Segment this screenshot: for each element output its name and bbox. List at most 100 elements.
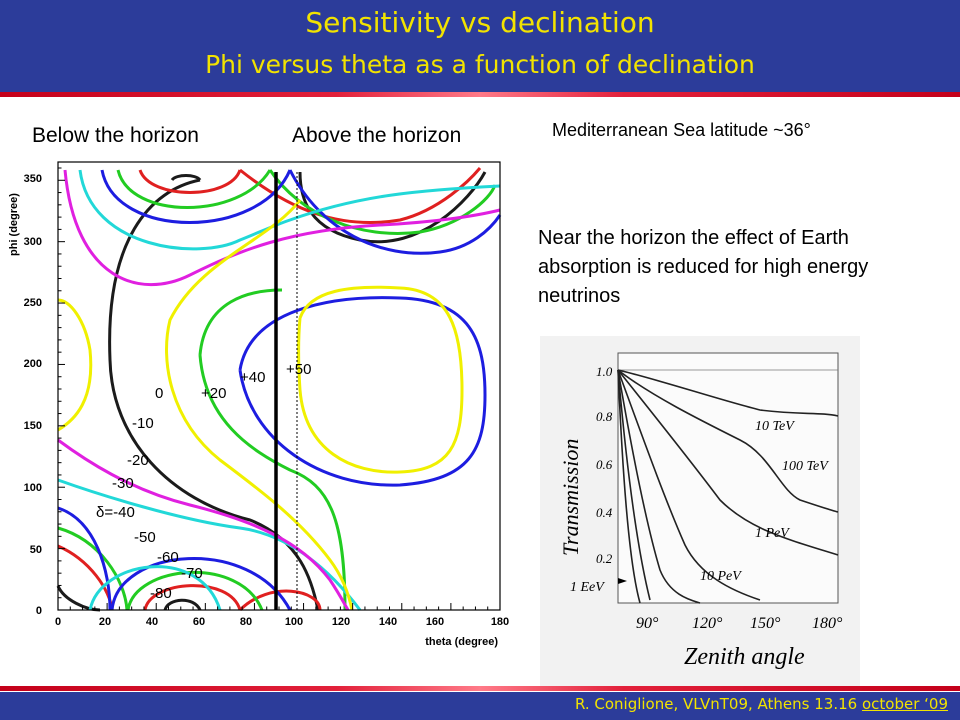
declination-label: -10 (132, 415, 154, 432)
contour-black (108, 178, 320, 611)
below-horizon-label: Below the horizon (32, 124, 199, 147)
y-tick-label: 50 (30, 544, 42, 556)
declination-label: δ=-40 (96, 504, 135, 521)
transmission-curve (617, 369, 641, 604)
curve-label: 10 PeV (700, 569, 742, 584)
declination-label: +40 (240, 369, 265, 386)
contour-red (238, 589, 322, 612)
credit-text: R. Coniglione, VLVnT09, Athens 13.16 (574, 695, 858, 713)
transmission-curve (617, 369, 651, 601)
x-tick-label: 180 (491, 616, 509, 628)
header-divider (0, 92, 960, 97)
note-text: Near the horizon the effect of Earth abs… (538, 227, 869, 307)
footer-divider (0, 686, 960, 691)
x-tick-label: 20 (99, 616, 111, 628)
curve-label: 1 EeV (570, 580, 605, 595)
transmission-x-tick: 90° (636, 615, 659, 632)
transmission-curve (617, 369, 839, 513)
contour-yellow (57, 298, 93, 432)
transmission-y-tick: 0.6 (596, 457, 613, 472)
x-axis-title: theta (degree) (425, 636, 498, 648)
contour-black (170, 174, 202, 182)
x-tick-label: 120 (332, 616, 350, 628)
contour-black (163, 598, 202, 611)
contour-red (138, 169, 242, 194)
contour-red (239, 167, 482, 224)
footer-bar (0, 692, 960, 720)
curve-label: 10 TeV (755, 419, 795, 434)
contour-cyan (57, 478, 362, 611)
transmission-y-tick: 0.2 (596, 551, 613, 566)
x-tick-label: 140 (379, 616, 397, 628)
transmission-y-tick: 0.8 (596, 409, 613, 424)
contour-magenta (57, 438, 350, 611)
header-bar (0, 0, 960, 92)
slide-subtitle: Phi versus theta as a function of declin… (205, 50, 755, 79)
contour-blue (100, 169, 292, 224)
contour-yellow (297, 285, 464, 474)
y-tick-label: 350 (24, 173, 42, 185)
declination-label: -20 (127, 452, 149, 469)
contour-green (57, 526, 129, 611)
contour-blue (288, 169, 502, 255)
transmission-curve (617, 369, 761, 601)
contour-red (143, 584, 242, 611)
contour-cyan (88, 565, 222, 611)
contour-green (198, 354, 347, 611)
y-axis-title: phi (degree) (8, 193, 20, 256)
curve-label: 100 TeV (782, 459, 829, 474)
contour-blue (57, 506, 112, 611)
declination-label: 0 (155, 385, 163, 402)
y-tick-label: 250 (24, 297, 42, 309)
y-tick-label: 150 (24, 420, 42, 432)
transmission-y-title: Transmission (558, 439, 583, 556)
transmission-x-tick: 150° (750, 615, 781, 632)
transmission-y-tick: 0.4 (596, 505, 613, 520)
transmission-curve (617, 369, 839, 556)
contour-cyan (78, 169, 501, 251)
transmission-y-tick: 1.0 (596, 364, 613, 379)
y-tick-label: 300 (24, 236, 42, 248)
above-horizon-label: Above the horizon (292, 124, 462, 147)
transmission-x-tick: 180° (812, 615, 843, 632)
x-tick-label: 0 (55, 616, 61, 628)
transmission-curve (617, 369, 839, 417)
declination-label: -70 (181, 565, 203, 582)
contour-yellow (165, 199, 354, 611)
x-tick-label: 80 (240, 616, 252, 628)
curve-label: 1 PeV (755, 526, 790, 541)
contour-blue (110, 557, 292, 611)
transmission-plot: 1.0 0.8 0.6 0.4 0.2 Transmission 10 TeV … (540, 336, 860, 688)
footer-credit: R. Coniglione, VLVnT09, Athens 13.16 oct… (575, 695, 948, 713)
contour-lines (56, 167, 502, 612)
contour-blue (238, 296, 487, 487)
credit-date: october ‘09 (861, 695, 948, 713)
y-tick-label: 0 (36, 605, 42, 617)
y-tick-label: 100 (24, 482, 42, 494)
contour-green (198, 288, 283, 356)
transmission-curves (617, 369, 839, 604)
y-tick-label: 200 (24, 358, 42, 370)
declination-label: -80 (150, 585, 172, 602)
x-tick-label: 40 (146, 616, 158, 628)
slide-title: Sensitivity vs declination (305, 6, 655, 39)
declination-label: +50 (286, 361, 311, 378)
contour-magenta (63, 169, 501, 287)
transmission-x-tick: 120° (692, 615, 723, 632)
transmission-x-title: Zenith angle (684, 644, 805, 670)
declination-label: +20 (201, 385, 226, 402)
arrow-icon (618, 578, 627, 584)
axis-ticks (57, 167, 501, 611)
transmission-frame (617, 352, 839, 604)
contour-plot: 0 20 40 60 80 100 120 140 160 180 theta … (0, 160, 515, 655)
x-tick-label: 160 (426, 616, 444, 628)
declination-label: -60 (157, 549, 179, 566)
x-tick-label: 100 (285, 616, 303, 628)
latitude-label: Mediterranean Sea latitude ~36° (552, 120, 811, 140)
transmission-curve (617, 369, 701, 604)
declination-label: -30 (112, 475, 134, 492)
declination-label: -50 (134, 529, 156, 546)
contour-green (116, 169, 272, 209)
x-tick-label: 60 (193, 616, 205, 628)
